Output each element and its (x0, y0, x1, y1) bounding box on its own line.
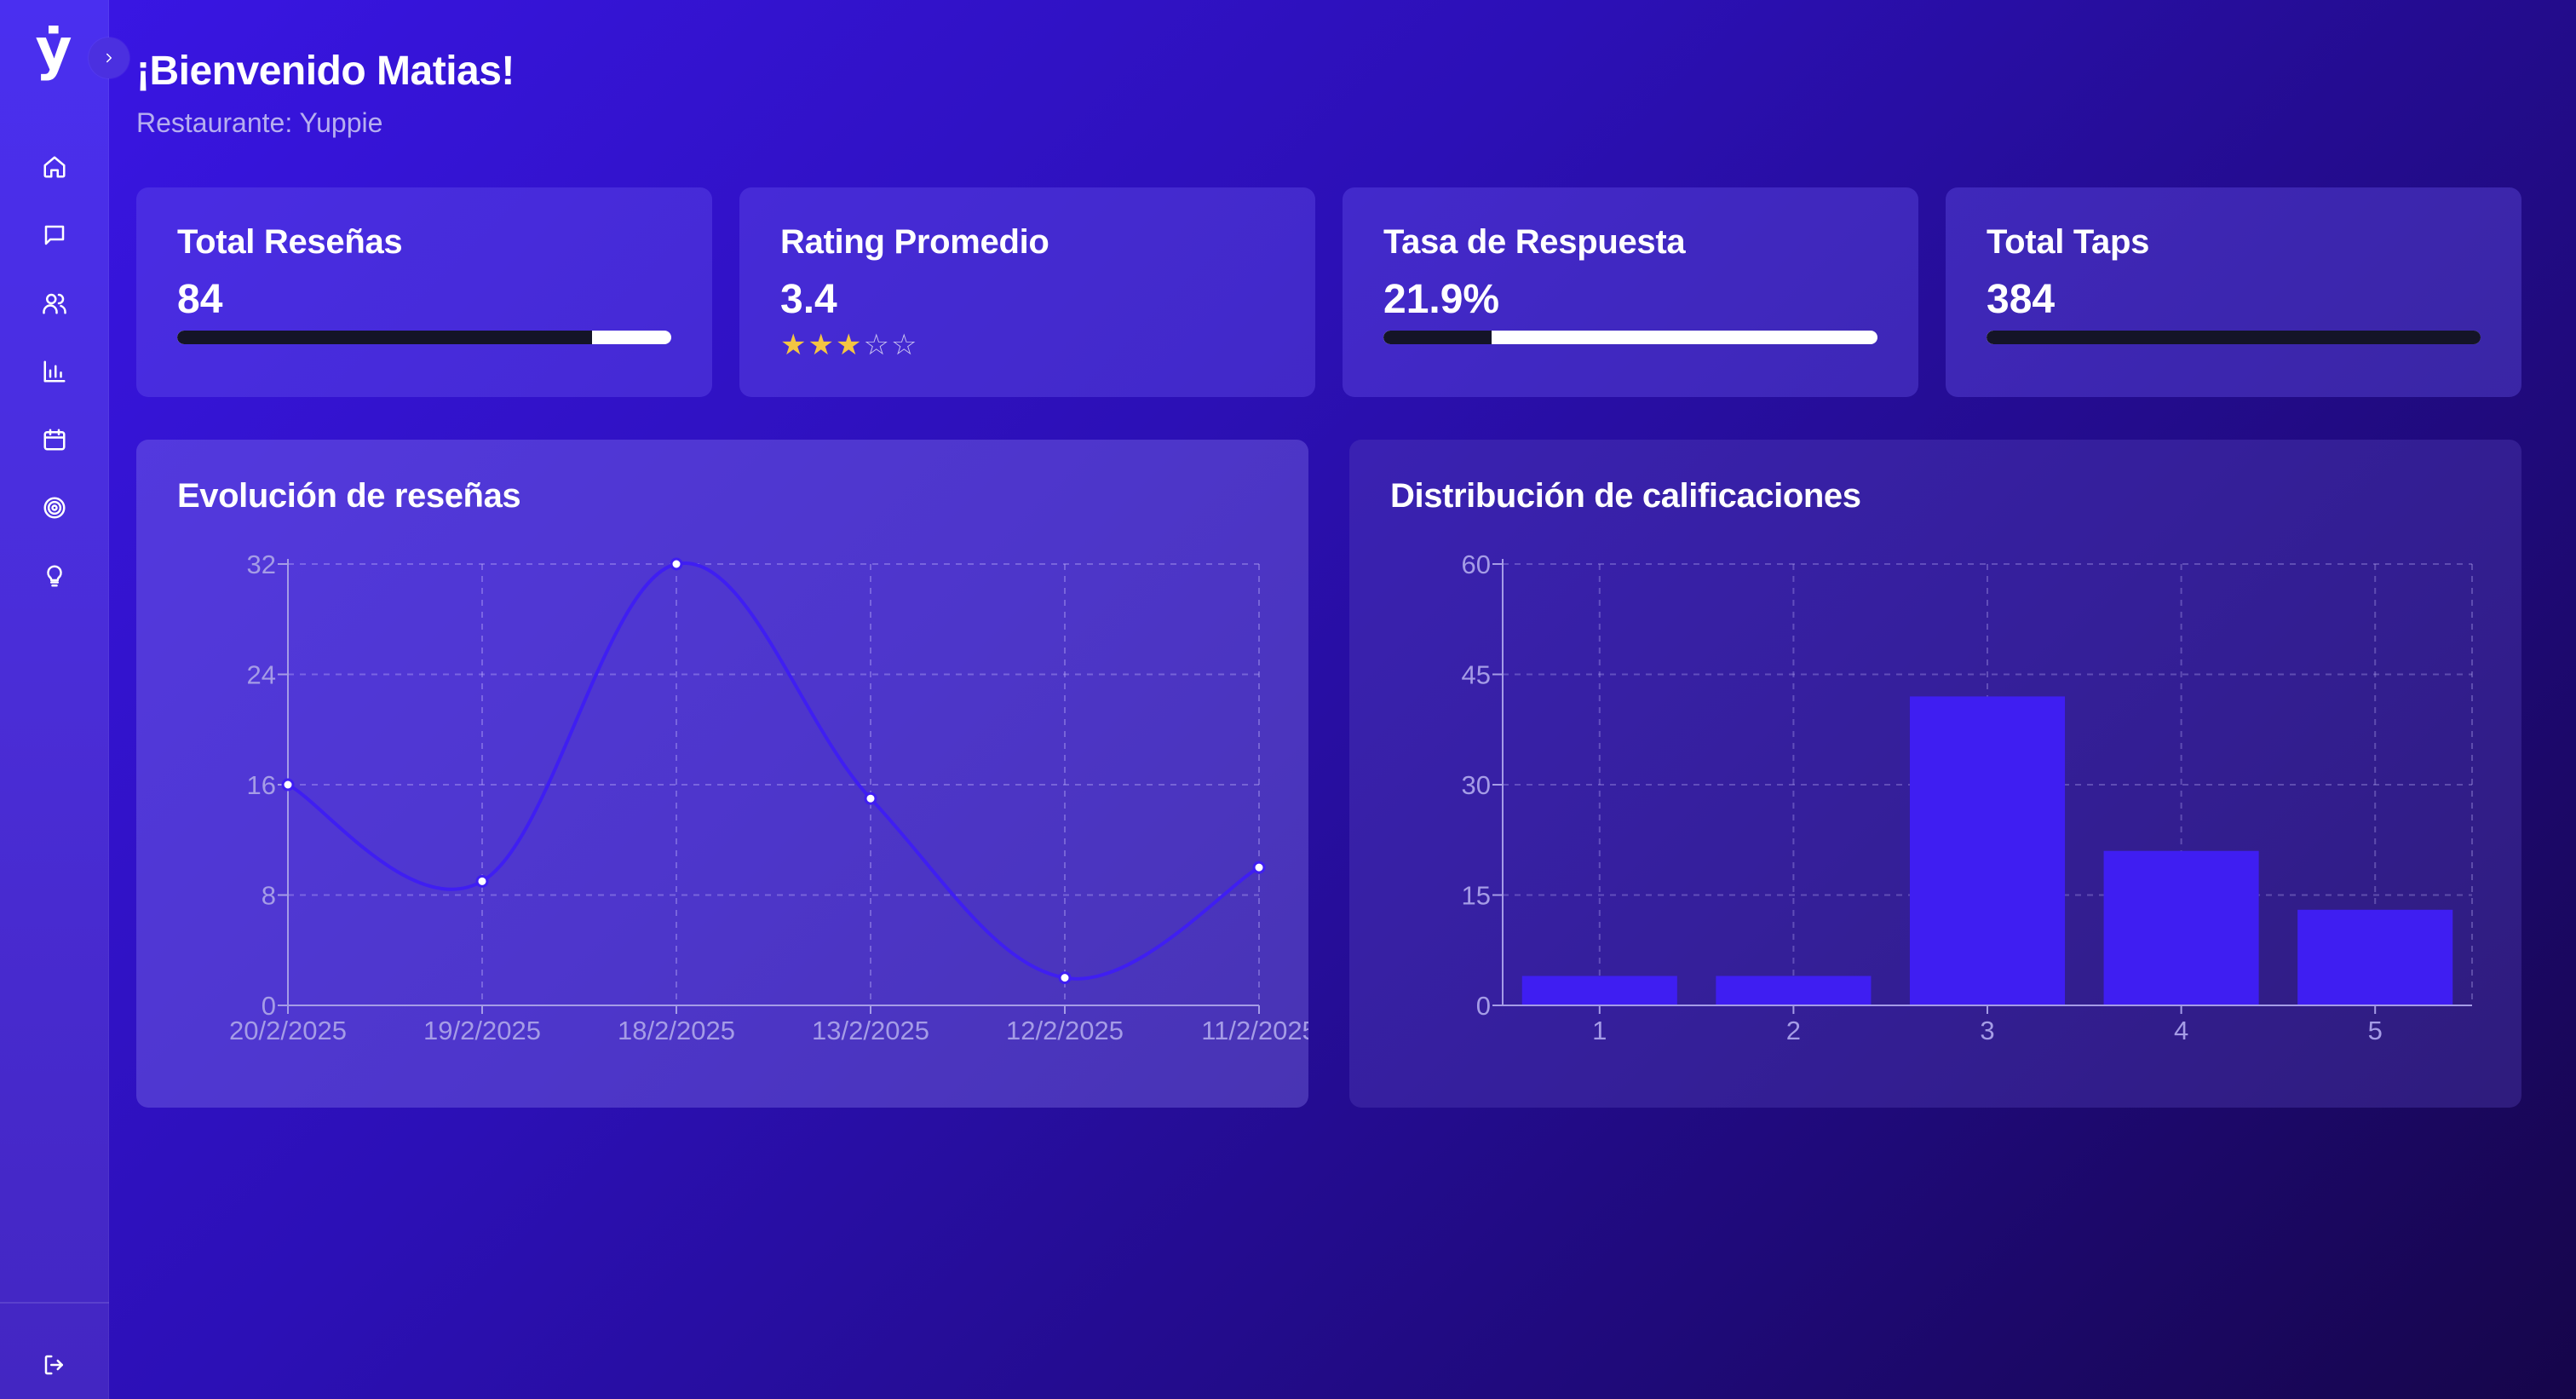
lightbulb-icon (47, 565, 62, 587)
y-tick-label: 60 (1462, 550, 1491, 579)
y-tick-label: 24 (247, 660, 276, 690)
reviews-evolution-panel: Evolución de reseñas 0 8 16 24 32 20/2/2025 19… (136, 440, 1308, 1108)
nav-users[interactable] (34, 283, 75, 324)
y-tick-label: 8 (262, 881, 276, 911)
star-empty-icon: ☆ (890, 328, 917, 362)
nav-reviews[interactable] (34, 215, 75, 256)
data-point (1058, 971, 1072, 985)
bar (1909, 696, 2066, 1005)
y-tick-label: 45 (1462, 660, 1491, 690)
x-tick-label: 13/2/2025 (812, 1016, 929, 1045)
target-icon (43, 497, 66, 519)
stat-card-average-rating: Rating Promedio 3.4 ★ ★ ★ ☆ ☆ (739, 187, 1315, 397)
progress-bar (1383, 331, 1877, 344)
stat-card-response-rate: Tasa de Respuesta 21.9% (1343, 187, 1918, 397)
stat-card-total-reviews: Total Reseñas 84 (136, 187, 712, 397)
star-filled-icon: ★ (808, 328, 834, 362)
x-tick-label: 4 (2174, 1016, 2188, 1045)
data-point (1252, 861, 1266, 874)
nav-analytics[interactable] (34, 351, 75, 392)
data-point (864, 792, 877, 805)
star-empty-icon: ☆ (863, 328, 889, 362)
progress-bar (177, 331, 671, 344)
y-tick-label: 0 (262, 991, 276, 1021)
progress-fill (1383, 331, 1492, 344)
bar (2297, 909, 2453, 1005)
sidebar: ẏ (0, 0, 109, 1399)
chart-title: Distribución de calificaciones (1390, 477, 1861, 515)
y-tick-label: 32 (247, 550, 276, 579)
x-tick-label: 12/2/2025 (1006, 1016, 1124, 1045)
data-point (281, 778, 295, 792)
progress-fill (177, 331, 593, 344)
y-tick-label: 0 (1476, 991, 1491, 1021)
stat-label: Rating Promedio (780, 223, 1049, 261)
sidebar-collapse-button[interactable] (89, 37, 129, 78)
star-filled-icon: ★ (835, 328, 862, 362)
users-icon (43, 293, 66, 314)
home-icon (43, 156, 66, 178)
series-line (287, 561, 1260, 981)
data-point (670, 557, 683, 571)
x-tick-label: 3 (1980, 1016, 1994, 1045)
sidebar-divider (0, 1302, 109, 1304)
data-point (475, 874, 489, 888)
bar (2103, 850, 2259, 1005)
bar (1716, 976, 1872, 1005)
page-subtitle: Restaurante: Yuppie (136, 107, 383, 138)
x-tick-label: 11/2/2025 (1201, 1016, 1308, 1045)
x-tick-label: 20/2/2025 (229, 1016, 347, 1045)
nav-home[interactable] (34, 147, 75, 187)
progress-fill (1987, 331, 2481, 344)
logout-button[interactable] (34, 1344, 75, 1385)
rating-distribution-panel: Distribución de calificaciones 0 15 30 45 60… (1349, 440, 2521, 1108)
bar-chart-icon (43, 360, 66, 383)
chart-title: Evolución de reseñas (177, 477, 521, 515)
chevron-right-icon (106, 53, 112, 63)
nav-goals[interactable] (34, 487, 75, 528)
message-icon (44, 225, 65, 245)
nav-calendar[interactable] (34, 419, 75, 460)
star-rating: ★ ★ ★ ☆ ☆ (780, 331, 917, 360)
stat-label: Total Taps (1987, 223, 2150, 261)
x-tick-label: 18/2/2025 (618, 1016, 735, 1045)
stat-value: 84 (177, 277, 223, 322)
nav-insights[interactable] (34, 556, 75, 596)
stat-value: 384 (1987, 277, 2056, 322)
y-tick-label: 15 (1462, 881, 1491, 911)
line-chart: 0 8 16 24 32 20/2/2025 19/2/2025 18/2/2025 13/2/… (229, 550, 1308, 1045)
stat-label: Total Reseñas (177, 223, 403, 261)
stat-value: 3.4 (780, 277, 837, 322)
page-title: ¡Bienvenido Matias! (136, 49, 515, 94)
y-tick-label: 30 (1462, 770, 1491, 800)
x-tick-label: 5 (2368, 1016, 2383, 1045)
stat-value: 21.9% (1383, 277, 1500, 322)
stat-card-total-taps: Total Taps 384 (1946, 187, 2521, 397)
x-tick-label: 1 (1592, 1016, 1607, 1045)
logout-icon (44, 1355, 63, 1375)
bar (1521, 976, 1677, 1005)
app-logo[interactable]: ẏ (35, 16, 72, 82)
calendar-icon (43, 429, 66, 451)
progress-bar (1987, 331, 2481, 344)
stat-label: Tasa de Respuesta (1383, 223, 1686, 261)
y-tick-label: 16 (247, 770, 276, 800)
star-filled-icon: ★ (780, 328, 807, 362)
x-tick-label: 19/2/2025 (423, 1016, 541, 1045)
x-tick-label: 2 (1786, 1016, 1801, 1045)
